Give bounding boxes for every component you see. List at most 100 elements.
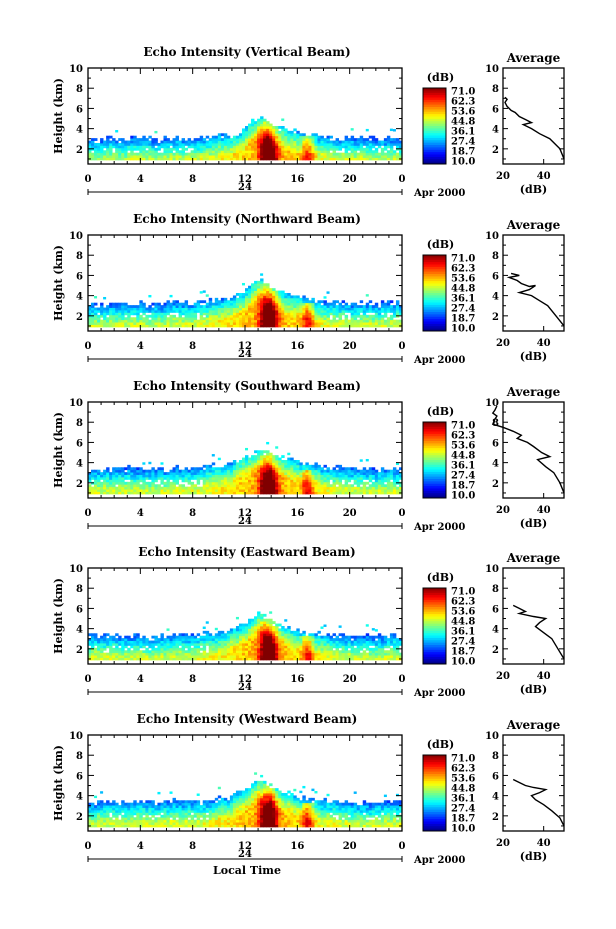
heatmap-cell (118, 647, 122, 651)
heatmap-cell (251, 489, 255, 492)
heatmap-cell (311, 133, 315, 137)
heatmap-cell (97, 481, 101, 485)
heatmap-cell (278, 472, 282, 475)
heatmap-cell (323, 469, 327, 473)
heatmap-cell (199, 300, 204, 304)
heatmap-cell (208, 142, 213, 146)
heatmap-cell (115, 307, 119, 311)
heatmap-cell (377, 476, 382, 480)
heatmap-cell (323, 657, 327, 661)
heatmap-cell (320, 469, 324, 473)
heatmap-cell (293, 157, 297, 161)
heatmap-cell (338, 147, 343, 151)
heatmap-cell (235, 481, 240, 485)
heatmap-cell (296, 297, 300, 301)
heatmap-cell (115, 142, 119, 146)
y-tick-label: 2 (76, 479, 83, 490)
heatmap-cell (278, 652, 282, 656)
heatmap-cell (94, 150, 98, 154)
heatmap-cell (329, 472, 333, 475)
heatmap-cell (175, 472, 179, 475)
heatmap-cell (229, 467, 234, 471)
heatmap-cell (365, 640, 370, 644)
heatmap-cell (193, 469, 198, 473)
heatmap-cell (305, 140, 309, 144)
heatmap-cell (202, 307, 207, 311)
heatmap-cell (202, 657, 207, 661)
heatmap-cell (214, 155, 219, 158)
heatmap-cell (245, 307, 249, 311)
colorbar-swatch (423, 293, 446, 296)
heatmap-cell (94, 155, 98, 158)
heatmap-cell (281, 464, 285, 468)
heatmap-cell (235, 322, 240, 325)
heatmap-cell (371, 324, 376, 328)
heatmap-cell (235, 297, 240, 301)
heatmap-cell (308, 645, 312, 649)
heatmap-cell (299, 302, 303, 306)
panel-0: Echo Intensity (Vertical Beam)246810Heig… (52, 45, 565, 199)
heatmap-cell (332, 302, 336, 306)
heatmap-cell (245, 489, 249, 492)
heatmap-cell (145, 472, 149, 475)
heatmap-cell (320, 317, 324, 321)
heatmap-cell (320, 472, 324, 475)
heatmap-cell (245, 462, 249, 466)
average-y-tick-label: 6 (492, 438, 499, 449)
heatmap-cell (175, 464, 179, 468)
colorbar-swatch (423, 149, 446, 153)
heatmap-cell (320, 152, 324, 156)
heatmap-cell (389, 642, 394, 646)
heatmap-cell (220, 640, 225, 644)
heatmap-cell (232, 474, 237, 478)
average-y-tick-label: 2 (492, 479, 499, 490)
heatmap-cell (329, 652, 333, 656)
heatmap-cell (389, 324, 394, 328)
heatmap-cell (308, 314, 312, 318)
heatmap-cell (254, 135, 258, 139)
heatmap-cell (163, 157, 167, 161)
heatmap-cell (275, 640, 279, 644)
heatmap-cell (263, 633, 267, 637)
heatmap-cell (208, 322, 213, 325)
heatmap-cell (251, 297, 255, 301)
heatmap-cell (260, 474, 264, 478)
heatmap-cell (272, 293, 276, 296)
heatmap-cell (269, 655, 273, 658)
heatmap-cell (386, 484, 391, 488)
heatmap-cell (278, 319, 282, 323)
heatmap-cell (251, 317, 255, 321)
heatmap-cell (172, 147, 176, 151)
colorbar-swatch (423, 481, 446, 485)
heatmap-cell (374, 155, 379, 158)
heatmap-cell (175, 309, 179, 313)
heatmap-cell (293, 140, 297, 144)
heatmap-cell (157, 657, 161, 661)
heatmap-cell (94, 476, 98, 480)
heatmap-cell (377, 324, 382, 328)
heatmap-cell (365, 489, 370, 492)
heatmap-cell (245, 457, 249, 461)
heatmap-cell (335, 655, 339, 658)
heatmap-cell (266, 285, 270, 289)
heatmap-cell (272, 307, 276, 311)
heatmap-cell (317, 657, 321, 661)
heatmap-cell (142, 481, 146, 485)
heatmap-cell (160, 647, 164, 651)
heatmap-cell (251, 484, 255, 488)
heatmap-cell (359, 459, 363, 462)
heatmap-cell (220, 307, 225, 311)
heatmap-cell (263, 152, 267, 156)
heatmap-cell (245, 312, 249, 316)
heatmap-cell (311, 464, 315, 468)
heatmap-cell (314, 467, 318, 471)
heatmap-cell (275, 645, 279, 649)
heatmap-cell (154, 322, 158, 325)
heatmap-cell (386, 324, 391, 328)
heatmap-cell (199, 474, 204, 478)
heatmap-cell (398, 472, 403, 475)
heatmap-cell (317, 142, 321, 146)
heatmap-cell (251, 145, 255, 149)
heatmap-cell (374, 307, 379, 311)
heatmap-cell (163, 491, 167, 495)
